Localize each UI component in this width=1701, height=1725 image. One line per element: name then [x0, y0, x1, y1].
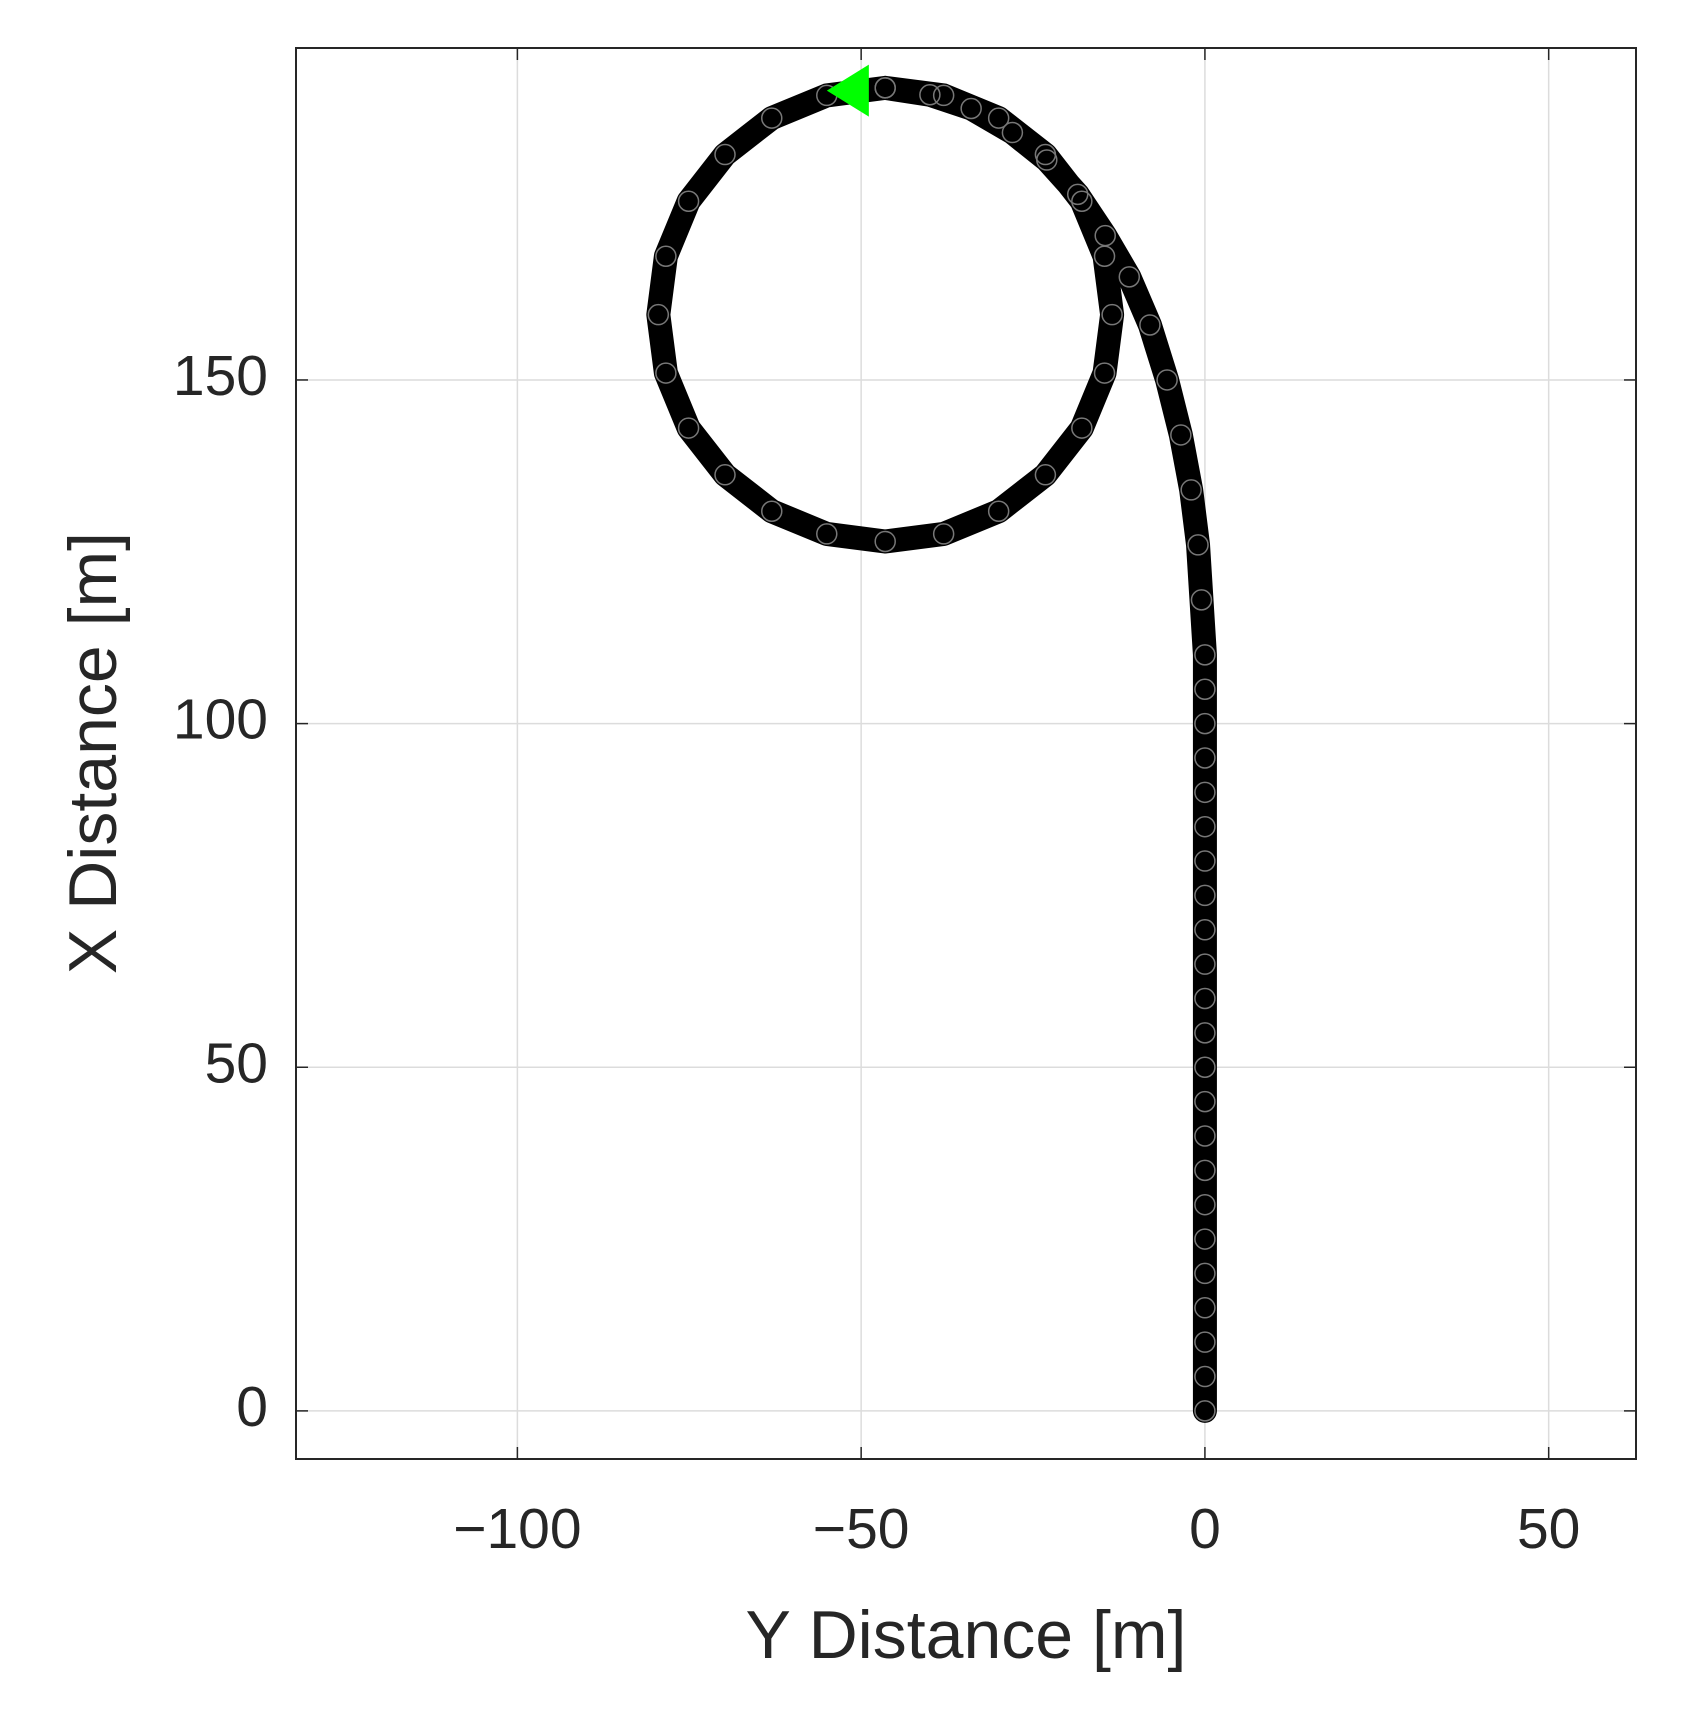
point-marker — [1194, 987, 1216, 1010]
y-tick-label: 50 — [205, 1031, 268, 1095]
point-marker — [1194, 1090, 1216, 1113]
x-tick-label: −50 — [813, 1497, 910, 1561]
point-marker — [761, 500, 783, 522]
point-marker — [1034, 143, 1057, 166]
point-marker — [1194, 678, 1216, 700]
point-marker — [1139, 314, 1161, 336]
point-marker — [1071, 417, 1093, 439]
point-marker — [1194, 712, 1216, 735]
point-marker — [1187, 534, 1209, 556]
point-marker — [1194, 1262, 1216, 1285]
point-marker — [874, 77, 896, 99]
point-marker — [1194, 1159, 1216, 1182]
point-marker — [1001, 121, 1024, 144]
x-tick-label: 0 — [1189, 1497, 1221, 1561]
point-marker — [1101, 303, 1123, 326]
point-marker — [1180, 479, 1202, 501]
point-marker — [1194, 1193, 1216, 1216]
point-marker — [1118, 266, 1141, 288]
point-marker — [1093, 362, 1116, 384]
point-marker — [874, 530, 896, 553]
axes-box — [295, 47, 1637, 1460]
point-marker — [1156, 369, 1178, 391]
point-marker — [1194, 1365, 1216, 1388]
plot-area — [296, 48, 1636, 1459]
point-marker — [1194, 1400, 1216, 1422]
trajectory-line — [646, 75, 1217, 1423]
point-marker — [1066, 183, 1089, 206]
point-marker — [677, 417, 700, 439]
point-marker — [1194, 1056, 1216, 1078]
point-marker — [1194, 815, 1216, 838]
point-marker — [655, 245, 677, 267]
point-marker — [655, 362, 677, 384]
point-marker — [919, 83, 941, 106]
point-marker — [1093, 245, 1116, 267]
point-marker — [761, 107, 783, 129]
point-marker — [677, 190, 700, 213]
point-marker — [987, 107, 1010, 129]
x-tick-label: 50 — [1517, 1497, 1580, 1561]
point-marker — [960, 97, 982, 120]
point-marker — [1194, 919, 1216, 941]
point-marker — [1194, 644, 1216, 666]
y-tick-label: 0 — [236, 1375, 268, 1439]
point-marker — [816, 523, 838, 545]
y-tick-label: 100 — [173, 688, 268, 752]
point-marker — [1170, 424, 1192, 446]
point-marker — [714, 143, 736, 166]
point-marker — [1194, 781, 1216, 804]
point-marker — [1194, 1331, 1216, 1353]
y-tick-label: 150 — [173, 344, 268, 408]
point-marker — [1190, 589, 1213, 611]
point-marker — [1194, 1297, 1216, 1319]
point-marker — [1071, 190, 1093, 213]
point-marker — [1194, 1228, 1216, 1250]
point-marker — [1034, 464, 1057, 486]
point-marker — [1194, 1022, 1216, 1044]
point-marker — [987, 500, 1010, 522]
y-axis-label: X Distance [m] — [55, 532, 131, 974]
point-marker — [647, 303, 670, 326]
point-marker — [1194, 850, 1216, 872]
point-marker — [1194, 1125, 1216, 1147]
point-marker — [1194, 953, 1216, 975]
x-tick-label: −100 — [453, 1497, 581, 1561]
point-marker — [1194, 884, 1216, 907]
point-marker — [932, 84, 955, 107]
x-axis-label: Y Distance [m] — [746, 1597, 1187, 1673]
vehicle-marker — [826, 64, 869, 117]
point-marker — [932, 523, 955, 545]
point-marker — [714, 464, 736, 486]
point-marker — [1194, 747, 1216, 769]
